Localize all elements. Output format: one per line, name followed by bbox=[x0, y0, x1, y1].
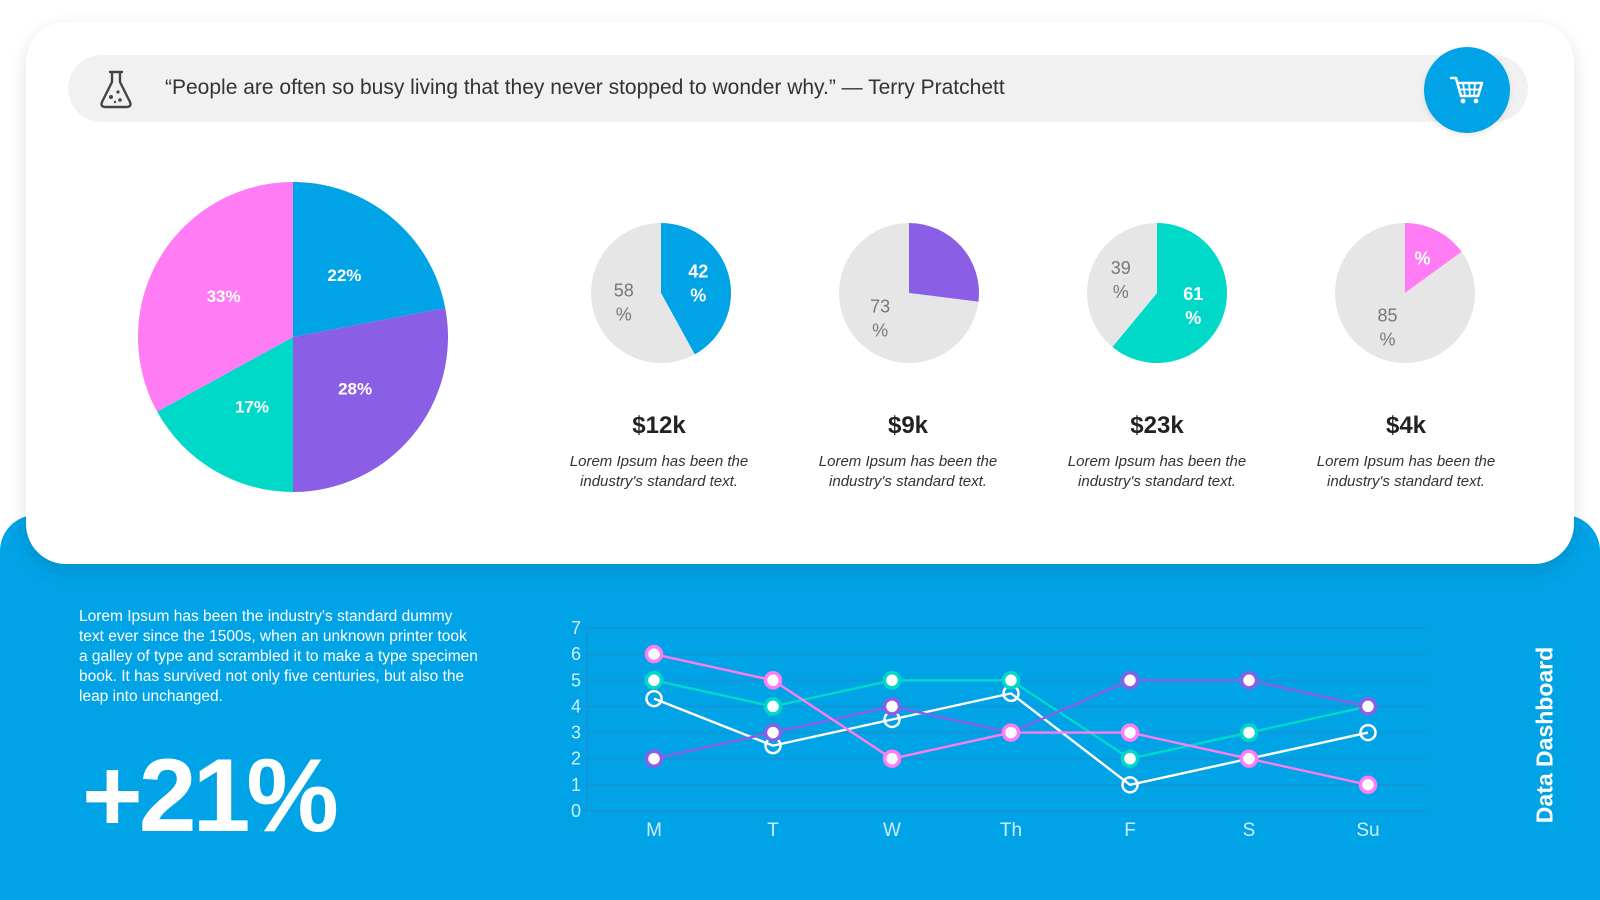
summary-text: Lorem Ipsum has been the industry's stan… bbox=[79, 608, 478, 705]
kpi-description: Lorem Ipsum has been the industry's stan… bbox=[569, 453, 749, 490]
kpi-block-4: $4k Lorem Ipsum has been the industry's … bbox=[1296, 412, 1516, 492]
kpi-description: Lorem Ipsum has been the industry's stan… bbox=[1067, 453, 1247, 490]
kpi-block-1: $12k Lorem Ipsum has been the industry's… bbox=[549, 412, 769, 492]
kpi-value: $9k bbox=[887, 412, 929, 439]
shopping-cart-icon bbox=[1450, 76, 1484, 104]
growth-percentage: +21% bbox=[82, 738, 339, 854]
kpi-description: Lorem Ipsum has been the industry's stan… bbox=[818, 453, 998, 490]
quote-bar bbox=[68, 55, 1528, 122]
quote-text: “People are often so busy living that th… bbox=[165, 76, 1005, 99]
kpi-block-3: $23k Lorem Ipsum has been the industry's… bbox=[1047, 412, 1267, 492]
kpi-value: $12k bbox=[632, 412, 686, 439]
dashboard-title: Data Dashboard bbox=[1531, 646, 1558, 824]
kpi-block-2: $9k Lorem Ipsum has been the industry's … bbox=[798, 412, 1018, 492]
kpi-value: $4k bbox=[1385, 412, 1427, 439]
kpi-description: Lorem Ipsum has been the industry's stan… bbox=[1316, 453, 1496, 490]
kpi-value: $23k bbox=[1130, 412, 1184, 439]
cart-button[interactable] bbox=[1424, 47, 1510, 133]
flask-icon bbox=[100, 70, 132, 109]
